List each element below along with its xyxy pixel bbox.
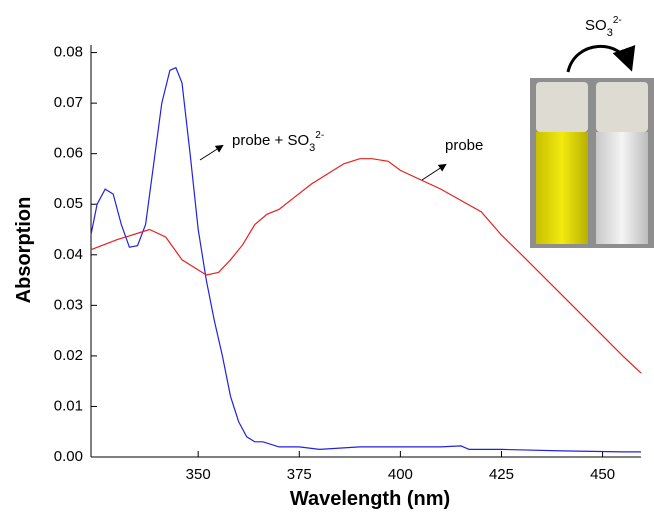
x-tick-label: 400 <box>388 466 413 483</box>
y-tick-label: 0.07 <box>54 94 83 111</box>
annotation-arrow <box>199 144 224 161</box>
y-tick-label: 0.05 <box>54 195 83 212</box>
x-tick-label: 350 <box>186 466 211 483</box>
annotation-arrow <box>421 163 447 181</box>
annotation: probe <box>445 137 483 154</box>
y-tick-label: 0.06 <box>54 145 83 162</box>
x-tick-label: 450 <box>590 466 615 483</box>
y-tick-label: 0.04 <box>54 246 83 263</box>
y-tick-label: 0.00 <box>54 448 83 465</box>
line <box>90 66 641 453</box>
inset-arrow <box>566 44 636 73</box>
x-tick-label: 425 <box>489 466 514 483</box>
y-tick-label: 0.02 <box>54 347 83 364</box>
line <box>90 158 642 374</box>
y-axis-title: Absorption <box>13 197 35 304</box>
annotation: probe + SO32- <box>232 130 324 154</box>
x-axis-title: Wavelength (nm) <box>290 488 450 510</box>
inset-photo <box>530 78 654 248</box>
x-tick-label: 375 <box>287 466 312 483</box>
y-tick-label: 0.01 <box>54 397 83 414</box>
y-tick-label: 0.08 <box>54 44 83 61</box>
inset-label: SO32- <box>585 15 622 39</box>
y-tick-label: 0.03 <box>54 296 83 313</box>
